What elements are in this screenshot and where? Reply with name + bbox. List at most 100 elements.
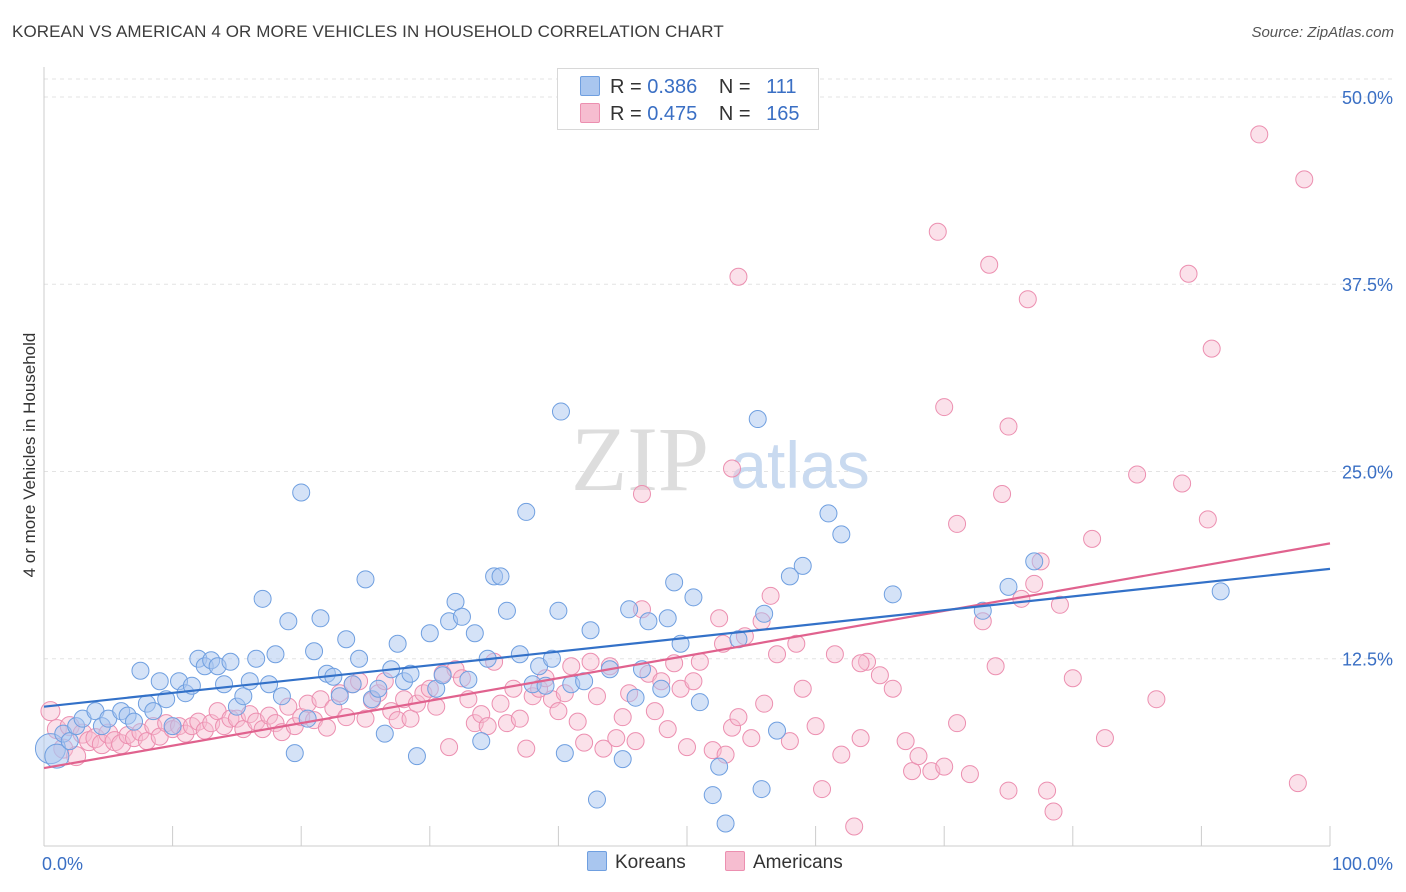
korean-point — [710, 757, 729, 776]
american-point — [632, 484, 651, 503]
koreans-trend-line — [43, 567, 1331, 708]
korean-point — [215, 675, 234, 694]
american-point — [1063, 669, 1082, 688]
american-point — [999, 417, 1018, 436]
korean-point — [163, 717, 182, 736]
american-point — [1128, 465, 1147, 484]
american-point — [742, 729, 761, 748]
american-point — [1198, 510, 1217, 529]
american-point — [980, 255, 999, 274]
y-tick-label: 25.0% — [1342, 462, 1393, 482]
korean-point — [658, 609, 677, 628]
korean-point — [684, 588, 703, 607]
legend-koreans-label: Koreans — [615, 852, 686, 873]
american-point — [684, 672, 703, 691]
legend-americans-swatch — [725, 851, 745, 871]
american-point — [1202, 339, 1221, 358]
american-point — [401, 709, 420, 728]
korean-point — [446, 592, 465, 611]
american-point — [909, 747, 928, 766]
korean-point — [652, 679, 671, 698]
korean-point — [420, 624, 439, 643]
korean-point — [748, 410, 767, 429]
american-point — [928, 222, 947, 241]
americans-swatch — [580, 103, 600, 123]
american-point — [311, 690, 330, 709]
korean-point — [716, 814, 735, 833]
korean-point — [150, 672, 169, 691]
korean-point — [793, 556, 812, 575]
american-point — [440, 738, 459, 757]
tick-labels: 12.5% 25.0% 37.5% 50.0% 0.0% 100.0% — [42, 88, 1393, 874]
korean-point — [44, 743, 70, 769]
american-point — [761, 586, 780, 605]
american-point — [568, 712, 587, 731]
american-point — [478, 717, 497, 736]
american-point — [607, 729, 626, 748]
legend-item-koreans[interactable]: Koreans — [587, 851, 686, 877]
stats-row-americans: R = 0.475 N = 165 — [580, 101, 800, 127]
american-point — [613, 708, 632, 727]
trend-lines — [43, 542, 1331, 770]
american-point — [845, 817, 864, 836]
korean-point — [60, 732, 79, 751]
american-point — [1288, 774, 1307, 793]
american-point — [587, 687, 606, 706]
americans-n-value: 165 — [766, 103, 800, 125]
americans-n-label: N = — [718, 103, 751, 125]
american-point — [626, 732, 645, 751]
american-point — [993, 484, 1012, 503]
american-point — [317, 718, 336, 737]
korean-point — [401, 664, 420, 683]
legend-item-americans[interactable]: Americans — [725, 851, 843, 877]
american-point — [562, 657, 581, 676]
korean-point — [665, 573, 684, 592]
korean-point — [298, 709, 317, 728]
korean-point — [234, 687, 253, 706]
american-point — [581, 652, 600, 671]
korean-point — [542, 649, 561, 668]
korean-point — [1025, 552, 1044, 571]
korean-point — [780, 567, 799, 586]
y-tick-label: 50.0% — [1342, 88, 1393, 108]
legend-americans-label: Americans — [753, 852, 843, 873]
american-point — [723, 459, 742, 478]
american-point — [388, 711, 407, 730]
x-tick-label: 0.0% — [42, 854, 83, 874]
stats-row-koreans: R = 0.386 N = 111 — [580, 74, 797, 100]
x-tick-label: 100.0% — [1332, 854, 1393, 874]
americans-r-label: R = — [610, 103, 642, 125]
americans-trend-line — [43, 542, 1331, 770]
american-point — [710, 609, 729, 628]
american-point — [999, 781, 1018, 800]
koreans-points — [34, 402, 1230, 833]
korean-point — [832, 525, 851, 544]
american-point — [594, 739, 613, 758]
korean-point — [452, 607, 471, 626]
korean-point — [551, 402, 570, 421]
american-point — [658, 720, 677, 739]
american-point — [1179, 264, 1198, 283]
korean-point — [125, 712, 144, 731]
gridlines — [44, 78, 1392, 660]
american-point — [870, 666, 889, 685]
american-point — [690, 652, 709, 671]
american-point — [883, 679, 902, 698]
american-point — [356, 709, 375, 728]
korean-point — [407, 747, 426, 766]
american-point — [491, 694, 510, 713]
american-point — [549, 702, 568, 721]
american-point — [723, 718, 742, 737]
american-point — [825, 645, 844, 664]
korean-point — [144, 702, 163, 721]
korean-point — [517, 502, 536, 521]
american-point — [1038, 781, 1057, 800]
american-point — [935, 398, 954, 417]
koreans-n-label: N = — [718, 76, 751, 98]
korean-point — [350, 649, 369, 668]
korean-point — [555, 744, 574, 763]
american-point — [517, 739, 536, 758]
american-point — [768, 645, 787, 664]
american-point — [960, 765, 979, 784]
